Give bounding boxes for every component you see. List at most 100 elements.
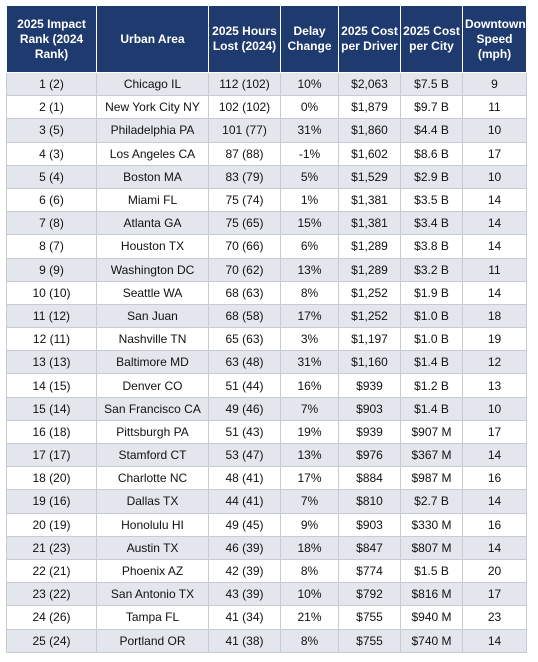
cell-delay-change: 16% [280, 373, 339, 398]
cell-cost-per-driver: $976 [338, 443, 401, 468]
cell-delay-change: 3% [280, 327, 339, 352]
cell-hours-lost: 44 (41) [208, 489, 281, 514]
cell-downtown-speed: 23 [462, 605, 527, 630]
cell-downtown-speed: 19 [462, 327, 527, 352]
cell-hours-lost: 112 (102) [208, 72, 281, 97]
cell-cost-per-driver: $1,602 [338, 142, 401, 166]
cell-rank: 5 (4) [6, 165, 97, 189]
cell-downtown-speed: 17 [462, 582, 527, 607]
cell-delay-change: 13% [280, 258, 339, 282]
cell-cost-per-driver: $755 [338, 605, 401, 630]
cell-cost-per-driver: $1,252 [338, 304, 401, 329]
cell-hours-lost: 49 (46) [208, 397, 281, 421]
cell-cost-per-driver: $1,381 [338, 188, 401, 213]
cell-cost-per-city: $7.5 B [400, 72, 463, 97]
cell-downtown-speed: 14 [462, 211, 527, 236]
cell-rank: 15 (14) [6, 397, 97, 421]
cell-rank: 1 (2) [6, 72, 97, 97]
cell-cost-per-city: $3.5 B [400, 188, 463, 213]
impact-table-container: 2025 Impact Rank (2024 Rank) Urban Area … [6, 5, 527, 653]
header-cost-per-driver: 2025 Cost per Driver [338, 5, 401, 73]
table-row: 6 (6) Miami FL 75 (74) 1% $1,381 $3.5 B 14 [6, 188, 527, 213]
cell-hours-lost: 68 (63) [208, 281, 281, 305]
cell-downtown-speed: 14 [462, 234, 527, 259]
table-row: 20 (19) Honolulu HI 49 (45) 9% $903 $330 M 16 [6, 513, 527, 537]
cell-cost-per-driver: $1,879 [338, 95, 401, 120]
cell-cost-per-driver: $884 [338, 466, 401, 491]
table-row: 15 (14) San Francisco CA 49 (46) 7% $903 $1.4… [6, 397, 527, 421]
cell-cost-per-driver: $847 [338, 536, 401, 560]
cell-downtown-speed: 17 [462, 142, 527, 166]
table-row: 24 (26) Tampa FL 41 (34) 21% $755 $940 M 23 [6, 605, 527, 630]
cell-cost-per-city: $3.8 B [400, 234, 463, 259]
cell-hours-lost: 101 (77) [208, 118, 281, 143]
cell-hours-lost: 42 (39) [208, 559, 281, 584]
cell-cost-per-city: $1.4 B [400, 350, 463, 375]
cell-urban-area: Philadelphia PA [96, 118, 209, 143]
cell-downtown-speed: 14 [462, 629, 527, 653]
cell-hours-lost: 41 (34) [208, 605, 281, 630]
cell-downtown-speed: 12 [462, 350, 527, 375]
cell-cost-per-driver: $1,252 [338, 281, 401, 305]
table-row: 7 (8) Atlanta GA 75 (65) 15% $1,381 $3.4 B 14 [6, 211, 527, 236]
cell-urban-area: Boston MA [96, 165, 209, 189]
cell-urban-area: Charlotte NC [96, 466, 209, 491]
cell-delay-change: 8% [280, 281, 339, 305]
cell-delay-change: 5% [280, 165, 339, 189]
cell-hours-lost: 48 (41) [208, 466, 281, 491]
cell-rank: 11 (12) [6, 304, 97, 329]
table-row: 8 (7) Houston TX 70 (66) 6% $1,289 $3.8 B 14 [6, 234, 527, 259]
cell-urban-area: Chicago IL [96, 72, 209, 97]
cell-rank: 12 (11) [6, 327, 97, 352]
cell-urban-area: Tampa FL [96, 605, 209, 630]
cell-cost-per-driver: $939 [338, 420, 401, 445]
cell-delay-change: 6% [280, 234, 339, 259]
cell-rank: 25 (24) [6, 629, 97, 653]
cell-urban-area: Washington DC [96, 258, 209, 282]
cell-rank: 7 (8) [6, 211, 97, 236]
cell-hours-lost: 53 (47) [208, 443, 281, 468]
cell-urban-area: Atlanta GA [96, 211, 209, 236]
cell-cost-per-city: $987 M [400, 466, 463, 491]
cell-hours-lost: 51 (43) [208, 420, 281, 445]
cell-delay-change: 8% [280, 559, 339, 584]
cell-downtown-speed: 20 [462, 559, 527, 584]
cell-urban-area: Portland OR [96, 629, 209, 653]
cell-cost-per-driver: $2,063 [338, 72, 401, 97]
cell-downtown-speed: 14 [462, 489, 527, 514]
table-row: 13 (13) Baltimore MD 63 (48) 31% $1,160 $1.4 … [6, 350, 527, 375]
table-row: 2 (1) New York City NY 102 (102) 0% $1,879 $9… [6, 95, 527, 120]
cell-rank: 9 (9) [6, 258, 97, 282]
cell-hours-lost: 75 (65) [208, 211, 281, 236]
cell-cost-per-city: $3.4 B [400, 211, 463, 236]
cell-cost-per-city: $367 M [400, 443, 463, 468]
cell-downtown-speed: 17 [462, 420, 527, 445]
cell-delay-change: 18% [280, 536, 339, 560]
cell-delay-change: 7% [280, 397, 339, 421]
table-row: 12 (11) Nashville TN 65 (63) 3% $1,197 $1.0 B… [6, 327, 527, 352]
cell-delay-change: 8% [280, 629, 339, 653]
header-urban-area: Urban Area [96, 5, 209, 73]
cell-cost-per-driver: $1,860 [338, 118, 401, 143]
table-row: 10 (10) Seattle WA 68 (63) 8% $1,252 $1.9 B 14 [6, 281, 527, 305]
cell-urban-area: San Antonio TX [96, 582, 209, 607]
cell-urban-area: Houston TX [96, 234, 209, 259]
table-row: 16 (18) Pittsburgh PA 51 (43) 19% $939 $907 M… [6, 420, 527, 445]
cell-hours-lost: 49 (45) [208, 513, 281, 537]
cell-delay-change: 17% [280, 466, 339, 491]
cell-cost-per-city: $330 M [400, 513, 463, 537]
table-row: 23 (22) San Antonio TX 43 (39) 10% $792 $816 … [6, 582, 527, 607]
cell-urban-area: Stamford CT [96, 443, 209, 468]
cell-cost-per-city: $1.2 B [400, 373, 463, 398]
cell-hours-lost: 70 (66) [208, 234, 281, 259]
cell-cost-per-city: $2.7 B [400, 489, 463, 514]
cell-hours-lost: 102 (102) [208, 95, 281, 120]
cell-hours-lost: 75 (74) [208, 188, 281, 213]
cell-hours-lost: 63 (48) [208, 350, 281, 375]
cell-cost-per-city: $9.7 B [400, 95, 463, 120]
table-row: 11 (12) San Juan 68 (58) 17% $1,252 $1.0 B 18 [6, 304, 527, 329]
cell-hours-lost: 41 (38) [208, 629, 281, 653]
cell-delay-change: -1% [280, 142, 339, 166]
cell-delay-change: 0% [280, 95, 339, 120]
